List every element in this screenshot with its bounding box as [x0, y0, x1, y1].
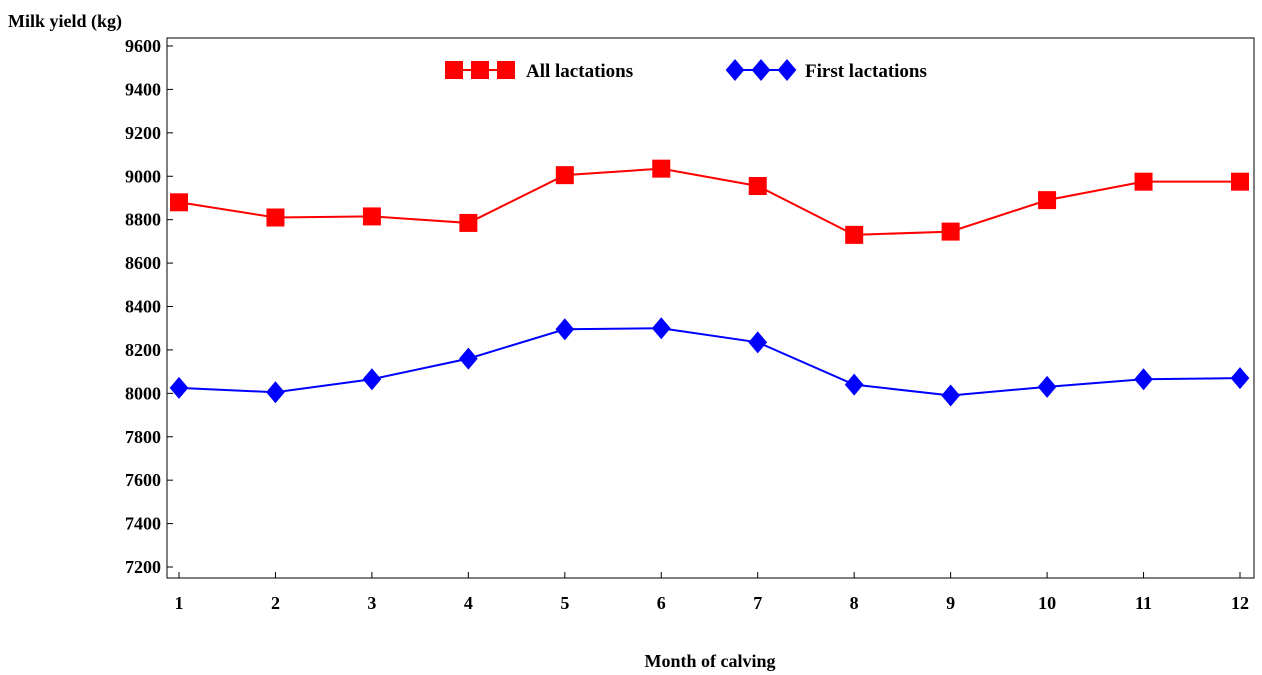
y-tick-label: 9400 [125, 79, 161, 99]
y-tick-label: 8600 [125, 253, 161, 273]
y-tick-label: 7800 [125, 427, 161, 447]
y-tick-label: 8400 [125, 297, 161, 317]
data-point [555, 166, 574, 185]
data-point [1134, 172, 1153, 191]
y-tick-label: 7200 [125, 557, 161, 577]
x-tick-label: 9 [946, 593, 955, 613]
data-point [1038, 191, 1057, 210]
data-point [266, 381, 285, 404]
data-point [555, 318, 575, 341]
y-tick-label: 9200 [125, 123, 161, 143]
series-layer [169, 159, 1250, 407]
legend-marker [471, 61, 489, 79]
series-line [178, 167, 1240, 236]
data-point [459, 213, 478, 232]
legend: All lactations First lactations [445, 59, 927, 82]
x-axis: 1 2 3 4 5 6 7 8 9 10 11 12 [175, 572, 1249, 613]
x-tick-label: 1 [175, 593, 184, 613]
legend-marker [445, 61, 463, 79]
data-point [748, 177, 767, 196]
data-point [844, 373, 864, 396]
legend-marker [777, 59, 797, 81]
legend-label: First lactations [805, 61, 927, 82]
x-tick-label: 8 [850, 593, 859, 613]
data-point [845, 225, 864, 244]
x-axis-title: Month of calving [644, 651, 775, 671]
x-tick-label: 12 [1231, 593, 1249, 613]
data-point [651, 317, 671, 340]
legend-entry: All lactations [445, 61, 633, 82]
legend-entry: First lactations [725, 59, 927, 82]
data-point [459, 347, 478, 370]
x-tick-label: 10 [1038, 593, 1056, 613]
data-point [1037, 375, 1057, 398]
series-line [178, 327, 1241, 397]
data-point [1230, 367, 1250, 390]
data-point [652, 159, 671, 178]
legend-marker [725, 59, 745, 81]
data-point [362, 207, 381, 226]
y-tick-label: 9000 [125, 166, 161, 186]
y-axis: 7200 7400 7600 7800 8000 8200 8400 8600 8800 9000… [125, 36, 173, 577]
y-tick-label: 9600 [125, 36, 161, 56]
data-point [748, 331, 768, 354]
y-tick-label: 8000 [125, 383, 161, 403]
data-point [170, 193, 188, 212]
y-tick-label: 7600 [125, 470, 161, 490]
data-point [266, 208, 285, 227]
x-tick-label: 7 [753, 593, 762, 613]
y-tick-label: 8200 [125, 340, 161, 360]
x-tick-label: 2 [271, 593, 280, 613]
legend-label: All lactations [526, 61, 633, 82]
x-tick-label: 11 [1135, 593, 1152, 613]
data-point [1231, 172, 1249, 191]
series-first-lactations [169, 317, 1250, 407]
data-point [362, 368, 382, 391]
x-tick-label: 5 [560, 593, 569, 613]
legend-marker [497, 61, 515, 79]
y-axis-title: Milk yield (kg) [8, 11, 122, 32]
data-point [1134, 368, 1153, 391]
data-point [169, 376, 189, 399]
data-point [941, 384, 960, 407]
x-tick-label: 4 [464, 593, 473, 613]
plot-area [166, 37, 1255, 579]
x-tick-label: 6 [657, 593, 666, 613]
legend-marker [751, 59, 771, 81]
series-all-lactations [170, 159, 1249, 244]
data-point [941, 222, 960, 241]
y-tick-label: 7400 [125, 514, 161, 534]
y-tick-label: 8800 [125, 210, 161, 230]
x-tick-label: 3 [367, 593, 376, 613]
